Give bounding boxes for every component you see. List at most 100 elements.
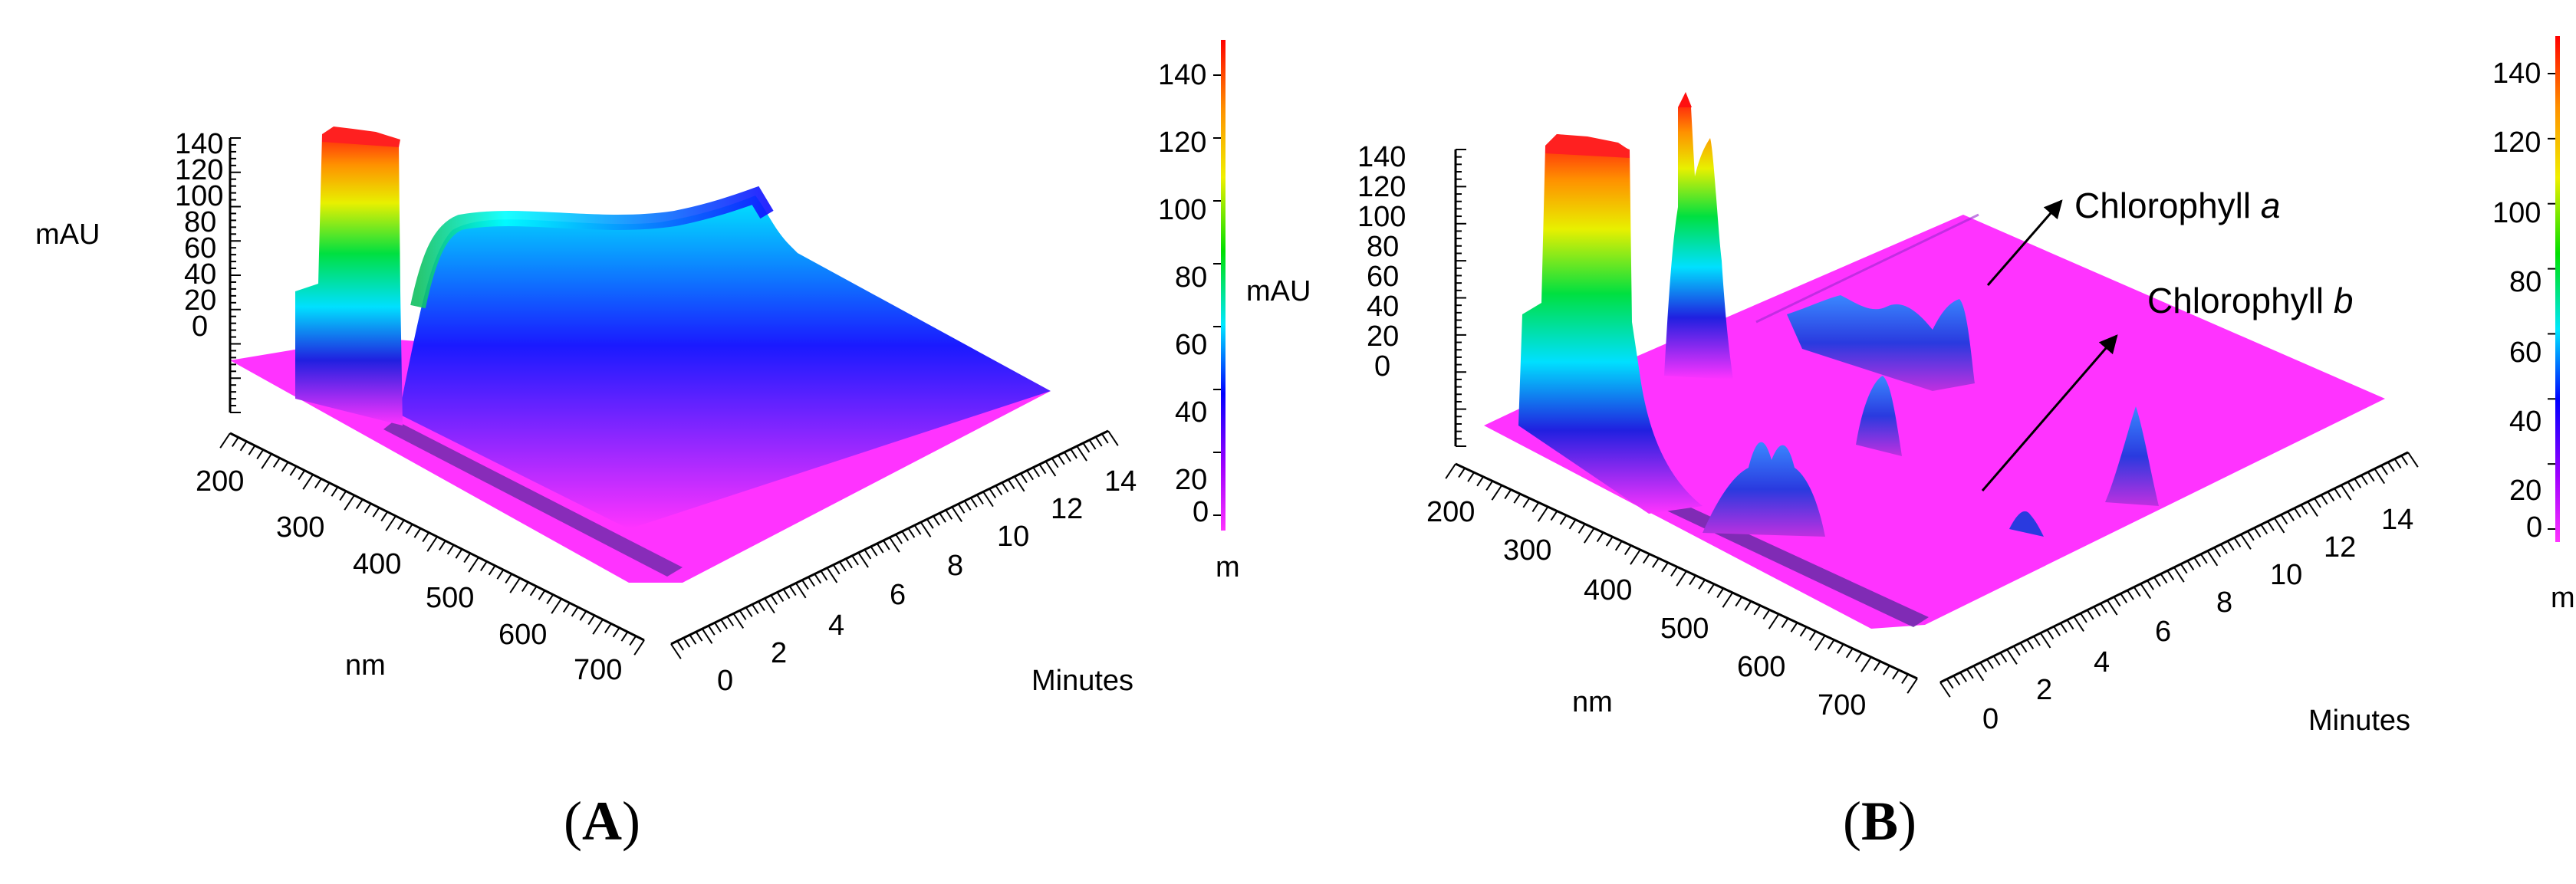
panel-a-time-tick: [814, 573, 822, 584]
panel-b-time-tick: [2186, 560, 2195, 570]
panel-a-time-tick: [832, 564, 841, 575]
panel-a-time-tick: [1014, 476, 1025, 492]
panel-b-wavelength-tick: [1768, 613, 1780, 629]
panel-a-time-tick: [701, 628, 713, 644]
panel-b-wavelength-tick: [1504, 489, 1512, 500]
panel-b-ttick-label: 4: [2094, 646, 2110, 679]
panel-b-wavelength-tick: [1458, 468, 1466, 478]
panel-b-ttick-label: 12: [2324, 531, 2356, 564]
panel-b-wavelength-tick: [1762, 609, 1771, 619]
panel-b-cbtick-label: 0: [2526, 511, 2542, 544]
panel-a-time-tick: [864, 549, 872, 560]
panel-b-time-tick: [2280, 514, 2288, 524]
panel-a-wavelength-tick: [620, 631, 629, 642]
panel-a-time-tick: [820, 570, 828, 581]
panel-a-vtick-label: 60: [184, 232, 216, 265]
panel-b-wavelength-tick: [1531, 501, 1540, 512]
panel-a-wtick-label: 300: [276, 511, 324, 544]
panel-b-time-tick: [2013, 646, 2021, 656]
panel-a-time-tick: [801, 580, 809, 590]
panel-b-wtick-label: 500: [1660, 613, 1709, 645]
panel-a-wtick-label: 400: [353, 548, 401, 580]
panel-a-vtick-label: 40: [184, 258, 216, 291]
panel-b-wtick-label: 700: [1818, 689, 1866, 721]
panel-b-ttick-label: 2: [2036, 674, 2052, 706]
panel-a-colorbar: [1221, 40, 1225, 531]
panel-b-wavelength-tick: [1491, 485, 1503, 501]
panel-b-time-tick: [2006, 649, 2018, 665]
panel-a-time-tick: [1094, 436, 1103, 447]
panel-b-solvent-front: [1518, 134, 1703, 514]
panel-a-wavelength-tick: [546, 594, 554, 605]
panel-a-wavelength-tick: [521, 581, 529, 592]
panel-a-time-tick: [708, 625, 716, 636]
panel-a-ttick-label: 4: [828, 610, 844, 642]
panel-a-wavelength-tick: [302, 474, 314, 490]
panel-b-wavelength-tick-marks: [1445, 463, 1918, 694]
panel-a-vtick-label: 20: [184, 284, 216, 317]
panel-a-wavelength-tick: [219, 432, 231, 449]
panel-b-time-tick: [1979, 662, 1988, 672]
panel-b-time-tick: [2220, 544, 2228, 554]
panel-b-time-tick: [2100, 603, 2107, 613]
panel-b-time-tick: [2361, 475, 2368, 485]
panel-b-wavelength-tick: [1753, 605, 1762, 616]
panel-b-time-tick: [2393, 458, 2402, 469]
panel-a-wavelength-tick: [413, 527, 422, 538]
panel-a-time-axis-label: Minutes: [1031, 665, 1133, 697]
chlorophyll-a-label: Chlorophyll a: [2074, 186, 2281, 225]
panel-a-vtick-label: 120: [175, 154, 223, 186]
panel-a-wavelength-tick: [509, 577, 521, 593]
panel-b-wavelength-tick: [1814, 635, 1826, 651]
panel-a-time-tick: [995, 485, 1003, 496]
panel-b-time-tick: [2120, 593, 2128, 603]
panel-b-time-tick: [2287, 511, 2295, 521]
panel-a-time-tick: [770, 594, 778, 606]
panel-b-wavelength-tick: [1676, 570, 1687, 587]
panel-b-time-tick: [2066, 619, 2074, 630]
panel-b-vtick-label: 0: [1374, 350, 1390, 383]
panel-b-wavelength-tick: [1605, 536, 1614, 547]
panel-a-wavelength-tick: [446, 544, 455, 555]
panel-a: 140 120 100 80 60 40 20 0 mAU 200 300 40…: [35, 40, 1240, 852]
panel-a-cbtick-label: 120: [1158, 127, 1206, 159]
panel-a-caption-letter: A: [582, 790, 622, 852]
panel-b-wtick-label: 200: [1426, 496, 1475, 528]
panel-b-time-tick: [2153, 577, 2161, 587]
panel-b-time-tick: [2327, 491, 2335, 501]
panel-b-wavelength-tick: [1845, 648, 1854, 659]
panel-b-wavelength-tick: [1892, 669, 1900, 680]
panel-b-chlorophyll-a-peak: [1787, 295, 1975, 391]
panel-a-time-tick: [901, 531, 910, 541]
panel-a-wavelength-tick: [488, 565, 496, 576]
panel-a-wavelength-tick: [248, 445, 256, 455]
panel-b-vtick-label: 60: [1367, 261, 1399, 293]
panel-b-time-tick: [2127, 590, 2134, 600]
panel-b-time-tick: [2147, 580, 2154, 590]
panel-b-wavelength-tick: [1537, 506, 1549, 522]
panel-a-wavelength-tick: [231, 436, 239, 447]
panel-a-time-tick: [845, 558, 853, 569]
panel-b-time-tick: [2107, 600, 2118, 616]
panel-a-time-tick: [726, 616, 735, 626]
panel-a-time-tick: [676, 640, 684, 651]
panel-a-time-tick: [876, 543, 884, 554]
panel-b-wavelength-axis-label: nm: [1572, 686, 1613, 718]
panel-b-vtick-label: 100: [1357, 201, 1406, 233]
panel-b-time-tick: [2307, 501, 2318, 518]
panel-b-wavelength-tick: [1808, 630, 1817, 641]
panel-b-wavelength-tick: [1578, 523, 1586, 534]
panel-b-wavelength-tick: [1643, 554, 1650, 564]
panel-b-wavelength-tick: [1836, 643, 1844, 654]
panel-b-vtick-label: 40: [1367, 291, 1399, 323]
panel-a-time-tick: [689, 634, 697, 645]
panel-b-time-tick: [1999, 652, 2008, 662]
panel-b-time-tick: [1953, 675, 1961, 685]
panel-a-wtick-label: 200: [196, 465, 244, 498]
panel-a-time-tick: [683, 637, 691, 648]
panel-b-wtick-label: 400: [1584, 574, 1632, 606]
panel-b-time-tick: [2387, 462, 2395, 472]
panel-b-time-tick: [2341, 485, 2352, 501]
panel-a-time-tick: [752, 603, 759, 614]
